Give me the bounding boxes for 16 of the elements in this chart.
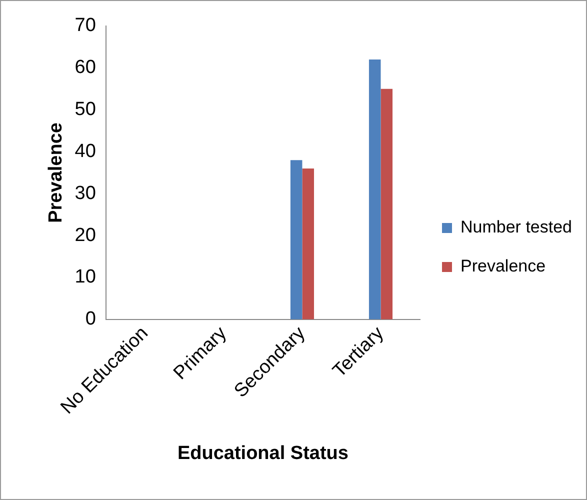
legend-label: Prevalence xyxy=(460,256,546,276)
y-tick-label: 20 xyxy=(74,224,96,246)
y-tick-label: 10 xyxy=(74,266,96,288)
y-tick-label: 50 xyxy=(74,99,96,120)
y-tick-label: 60 xyxy=(74,57,96,78)
y-axis-title: Prevalence xyxy=(46,122,67,223)
y-tick-label: 30 xyxy=(74,182,96,204)
bar xyxy=(380,88,393,320)
bar xyxy=(290,160,302,320)
x-axis-title: Educational Status xyxy=(177,442,348,464)
y-tick-label: 70 xyxy=(74,15,96,36)
y-tick-label: 40 xyxy=(74,140,96,162)
legend-label: Number tested xyxy=(460,218,572,237)
bar xyxy=(368,60,381,320)
bar xyxy=(302,168,314,320)
y-tick-label: 0 xyxy=(85,308,96,330)
